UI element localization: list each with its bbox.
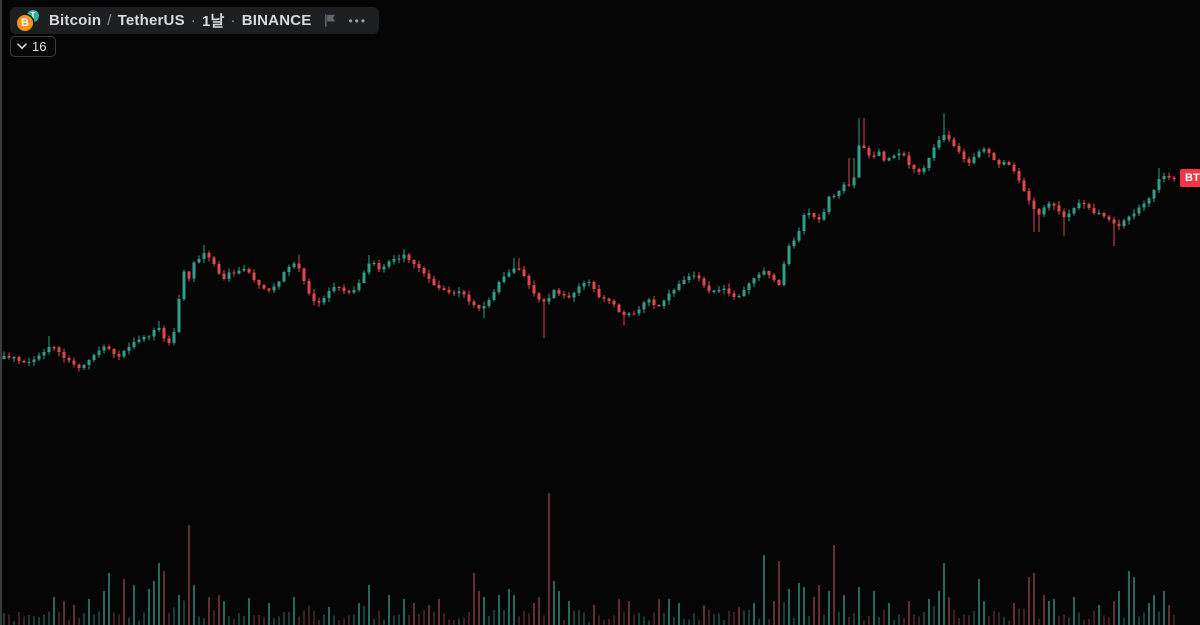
- window-left-border: [0, 0, 2, 625]
- ellipsis-menu-icon[interactable]: •••: [348, 13, 368, 28]
- bitcoin-icon: B: [17, 14, 33, 31]
- dot-separator: ·: [230, 12, 236, 29]
- last-price-badge: BT: [1180, 169, 1200, 187]
- symbol-base[interactable]: Bitcoin: [49, 12, 102, 29]
- symbol-header[interactable]: T B Bitcoin / TetherUS · 1날 · BINANCE ••…: [10, 7, 380, 34]
- interval-label[interactable]: 1날: [201, 13, 225, 30]
- chevron-down-icon: [17, 43, 27, 50]
- indicators-count: 16: [32, 39, 47, 54]
- symbol-title: Bitcoin / TetherUS · 1날 · BINANCE: [49, 10, 311, 31]
- candles-layer: [2, 113, 1176, 372]
- dot-separator: ·: [190, 12, 196, 29]
- flag-icon[interactable]: [323, 13, 338, 28]
- symbol-separator: /: [107, 12, 112, 29]
- pair-icons: T B: [15, 9, 42, 32]
- exchange-label[interactable]: BINANCE: [241, 12, 312, 29]
- volume-pane: [3, 493, 1175, 625]
- symbol-quote[interactable]: TetherUS: [117, 12, 185, 29]
- indicators-collapse-button[interactable]: 16: [10, 36, 57, 57]
